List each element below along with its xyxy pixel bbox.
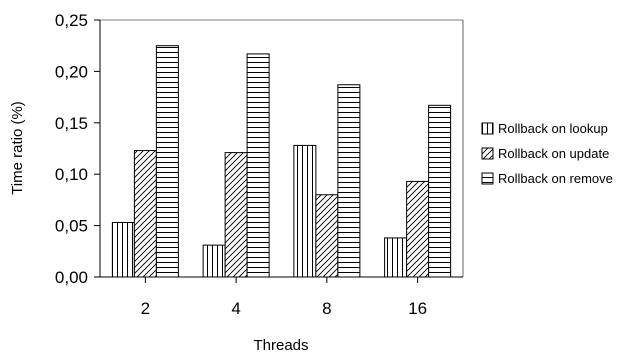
bar-vertical-lines bbox=[293, 144, 317, 278]
bar-diagonal-lines bbox=[224, 152, 248, 278]
legend-label: Rollback on remove bbox=[498, 171, 613, 186]
y-tick-label: 0,25 bbox=[55, 11, 88, 30]
x-tick-label: 8 bbox=[322, 299, 331, 318]
x-axis-title: Threads bbox=[253, 337, 308, 354]
legend: Rollback on lookup Rollback on update Roll… bbox=[481, 121, 613, 186]
bar-horizontal-lines bbox=[155, 45, 179, 278]
bar-vertical-lines bbox=[384, 237, 408, 278]
x-tick-label: 4 bbox=[231, 299, 240, 318]
bar-vertical-lines bbox=[111, 222, 135, 278]
bar-horizontal-lines bbox=[246, 53, 270, 278]
legend-swatch-vertical-lines bbox=[481, 122, 494, 135]
bar-horizontal-lines bbox=[337, 84, 361, 278]
legend-label: Rollback on update bbox=[498, 146, 609, 161]
bar-horizontal-lines bbox=[428, 104, 452, 278]
y-tick-label: 0,05 bbox=[55, 217, 88, 236]
legend-label: Rollback on lookup bbox=[498, 121, 608, 136]
x-tick-label: 2 bbox=[141, 299, 150, 318]
y-tick-label: 0,20 bbox=[55, 62, 88, 81]
x-tick-label: 16 bbox=[408, 299, 427, 318]
legend-swatch-diagonal-lines bbox=[481, 147, 494, 160]
plot-area: 0,00 0,05 0,10 0,15 0,20 0,25 2 4 8 16 bbox=[55, 11, 464, 318]
legend-swatch-horizontal-lines bbox=[481, 172, 494, 185]
bar-vertical-lines bbox=[202, 244, 226, 278]
y-tick-label: 0,00 bbox=[55, 268, 88, 287]
x-axis-ticks: 2 4 8 16 bbox=[141, 277, 427, 318]
y-tick-label: 0,10 bbox=[55, 165, 88, 184]
bar-diagonal-lines bbox=[133, 150, 157, 278]
y-axis-title: Time ratio (%) bbox=[9, 101, 26, 195]
bar-diagonal-lines bbox=[315, 194, 339, 278]
bar-diagonal-lines bbox=[406, 180, 430, 278]
y-axis-ticks: 0,00 0,05 0,10 0,15 0,20 0,25 bbox=[55, 11, 100, 287]
bars bbox=[111, 45, 452, 278]
y-tick-label: 0,15 bbox=[55, 114, 88, 133]
